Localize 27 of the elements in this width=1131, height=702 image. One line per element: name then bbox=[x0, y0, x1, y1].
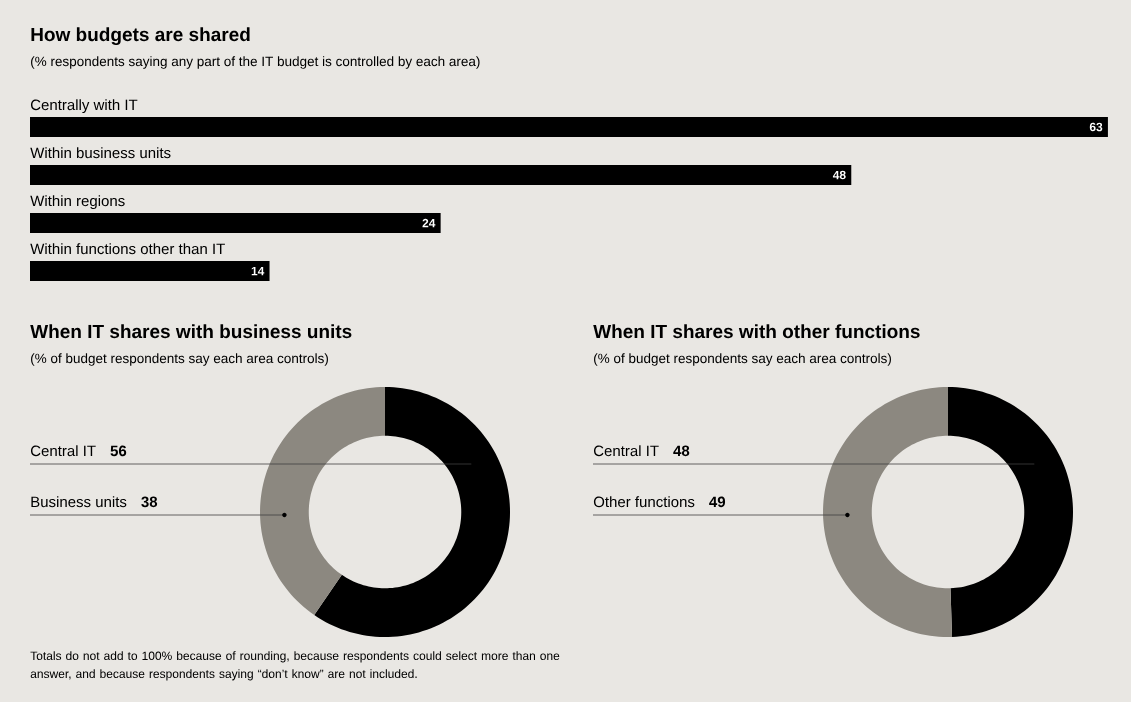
y-tick-label: Within business units bbox=[30, 147, 171, 159]
y-tick-label: Centrally with IT bbox=[30, 99, 138, 114]
slice-label: Central IT bbox=[593, 445, 659, 457]
data-label: 38 bbox=[141, 496, 158, 508]
y-tick-label: Within functions other than IT bbox=[30, 243, 225, 255]
slice-label: Business units bbox=[31, 496, 127, 508]
chart-title: When IT shares with business units bbox=[30, 324, 352, 339]
data-label: 24 bbox=[422, 218, 436, 228]
chart-title: How budgets are shared bbox=[31, 27, 250, 46]
chart-subtitle: (% of budget respondents say each area controls) bbox=[31, 353, 328, 366]
data-label: 49 bbox=[709, 496, 726, 508]
data-label: 56 bbox=[110, 445, 127, 457]
slice-label: Central IT bbox=[30, 445, 96, 457]
chart-subtitle: (% of budget respondents say each area controls) bbox=[594, 353, 891, 366]
bar bbox=[30, 117, 1108, 138]
y-tick-label: Within regions bbox=[30, 195, 125, 210]
data-label: 63 bbox=[1089, 122, 1103, 132]
data-label: 48 bbox=[832, 170, 846, 180]
data-label: 48 bbox=[673, 445, 690, 457]
bar bbox=[30, 213, 441, 234]
chart-subtitle: (% respondents saying any part of the IT budget is controlled by each area) bbox=[31, 56, 480, 69]
data-label: 14 bbox=[251, 266, 265, 276]
bar bbox=[30, 165, 852, 186]
slice-label: Other functions bbox=[593, 496, 695, 508]
text: Totals do not add to 100% because of rounding, because respondents could select more than one answer, and because respondents saying “don’t know” are not included. bbox=[30, 651, 560, 681]
chart-title: When IT shares with other functions bbox=[593, 324, 920, 339]
bar bbox=[30, 261, 270, 282]
